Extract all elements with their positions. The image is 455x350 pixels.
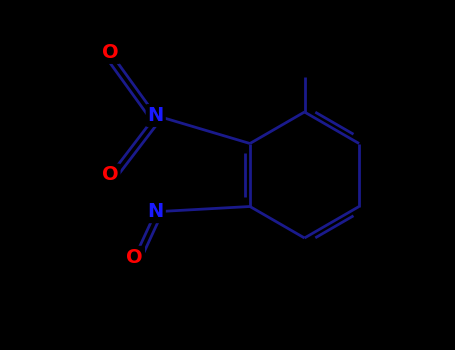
Text: O: O [102, 43, 119, 62]
Text: N: N [147, 106, 164, 125]
Text: O: O [102, 166, 119, 184]
Text: O: O [126, 248, 143, 267]
Text: N: N [147, 202, 164, 221]
